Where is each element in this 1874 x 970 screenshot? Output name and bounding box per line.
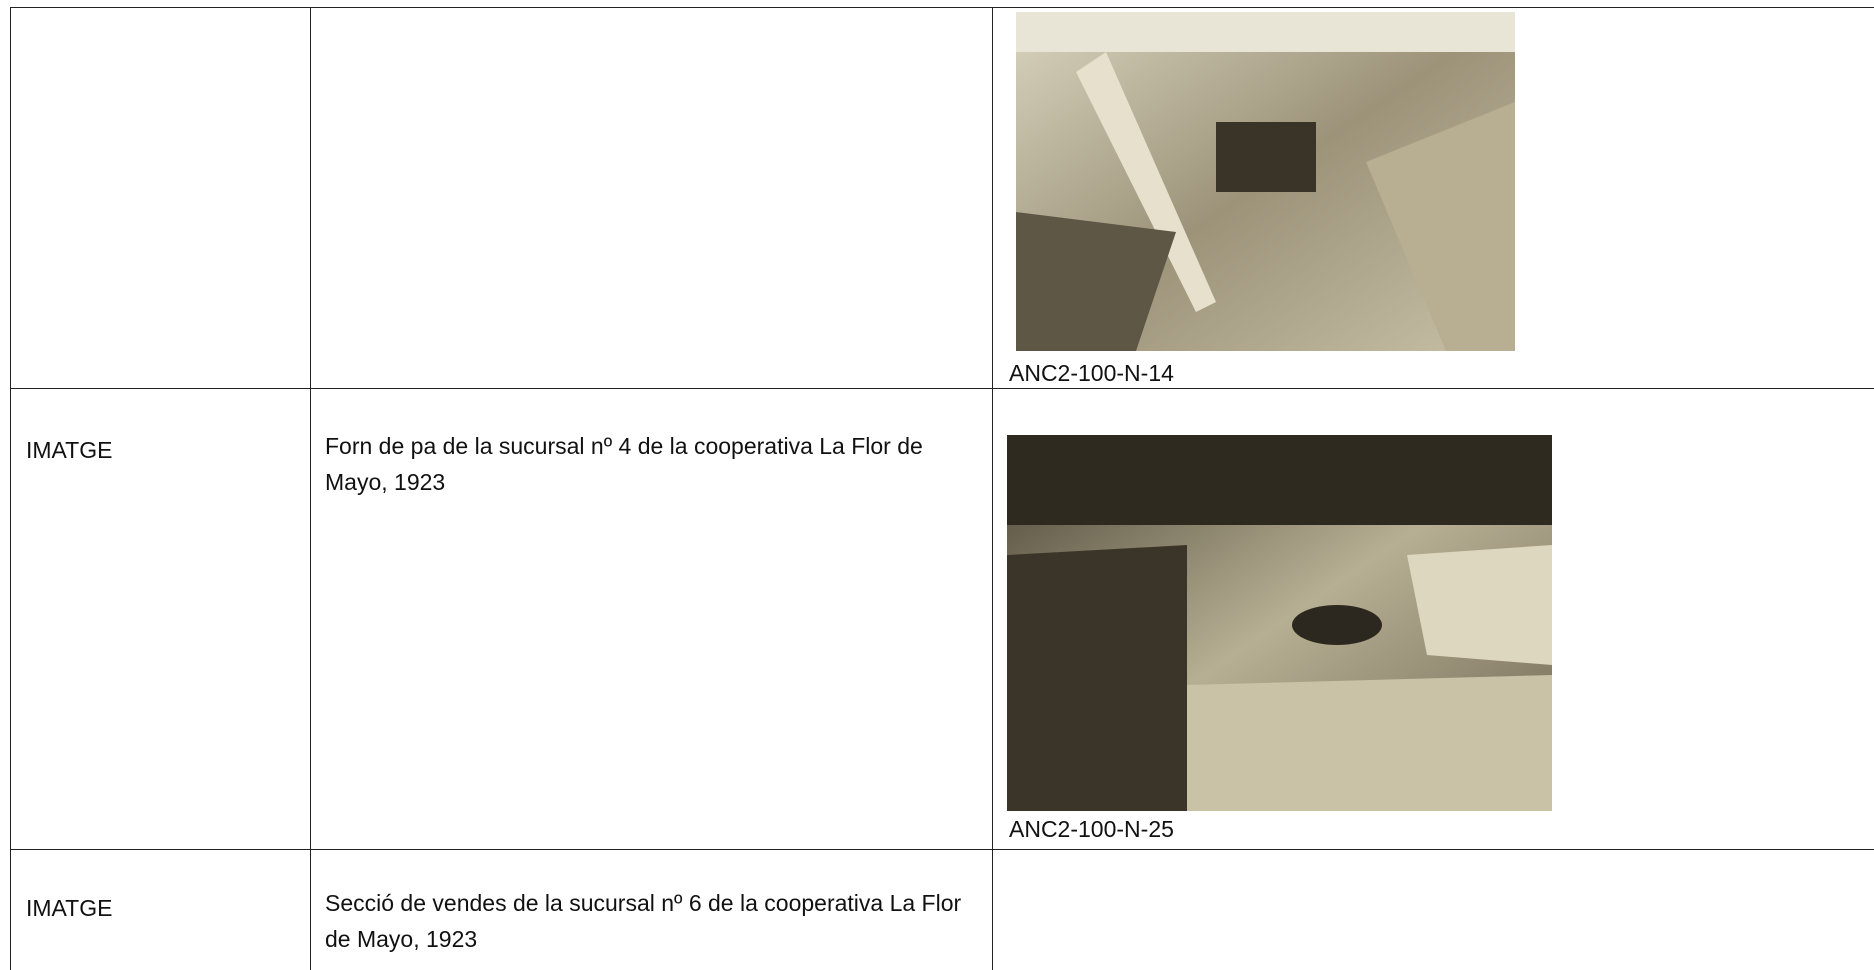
description: Secció de vendes de la sucursal nº 6 de … bbox=[325, 890, 962, 952]
row-label: IMATGE bbox=[26, 895, 113, 921]
caption: ANC2-100-N-14 bbox=[1009, 360, 1174, 386]
table-cell bbox=[10, 7, 310, 388]
table-cell bbox=[992, 7, 1874, 388]
table-cell bbox=[310, 7, 992, 388]
photo bbox=[1016, 12, 1515, 351]
description: Forn de pa de la sucursal nº 4 de la coo… bbox=[325, 433, 923, 495]
caption: ANC2-100-N-25 bbox=[1009, 816, 1174, 842]
table-cell bbox=[992, 849, 1874, 970]
table-cell bbox=[10, 849, 310, 970]
row-label: IMATGE bbox=[26, 437, 113, 463]
table-cell bbox=[992, 388, 1874, 849]
table-cell bbox=[10, 388, 310, 849]
table-cell bbox=[310, 849, 992, 970]
table-cell bbox=[310, 388, 992, 849]
photo bbox=[1007, 435, 1552, 811]
